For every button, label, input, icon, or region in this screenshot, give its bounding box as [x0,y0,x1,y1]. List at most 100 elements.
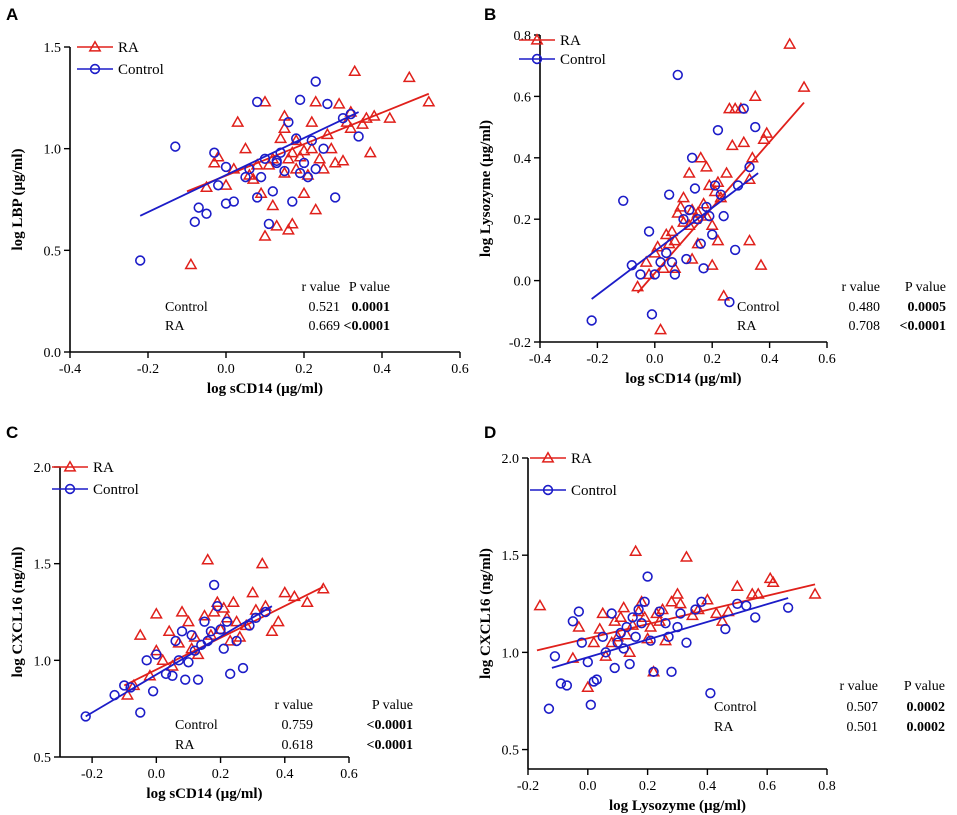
stats-header-p: P value [372,698,413,713]
series-ra [184,64,436,270]
ra-point [682,218,696,230]
ra-point [271,614,285,627]
control-point [193,202,204,213]
ra-point [246,585,260,598]
ra-point [671,206,685,218]
control-point [630,631,641,643]
control-point [615,627,626,639]
ra-point [682,166,696,178]
ra-point [231,115,245,127]
ra-point [711,233,725,246]
control-fit-line [85,605,273,718]
control-point [750,612,761,623]
series-control [80,579,273,722]
control-point [199,616,210,627]
control-point [306,135,317,146]
control-point [561,680,573,691]
legend-triangle-icon [541,451,555,463]
y-tick-label: 0.2 [514,213,532,228]
ra-point [230,614,244,627]
control-fit-line [551,597,789,669]
legend-triangle-icon [530,33,544,45]
control-point [147,686,159,697]
control-point [302,171,314,183]
panel-b: B-0.4 -0.2 0.0 0.2 0.4 0.6-0.20.00.20.40.60.8… [478,5,946,387]
ra-point [281,223,295,235]
control-point [555,678,567,689]
ra-point [671,587,684,599]
control-point [648,666,659,678]
ra-point [172,636,186,648]
ra-fit-line [536,583,816,652]
control-point [661,247,672,259]
ra-point [219,178,233,190]
control-point [663,189,675,200]
ra-point [581,680,595,693]
stats-group: Control [175,718,218,733]
control-point [750,121,761,133]
control-point [695,238,706,249]
control-point [646,309,658,320]
control-point [151,649,162,660]
panel-letter: B [484,5,496,24]
series-ra [533,544,822,693]
ra-point [165,659,179,671]
control-point [621,621,632,633]
ra-point [297,186,311,199]
control-point [686,152,698,164]
ra-point [617,600,631,613]
ra-point [270,219,284,231]
ra-point [808,587,822,599]
control-point [573,606,585,617]
ra-point [162,624,176,636]
series-ra [120,553,330,700]
ra-point [668,233,682,246]
control-point [310,76,321,87]
ra-point [278,121,291,133]
ra-point [191,647,205,660]
ra-point [149,607,163,619]
ra-point [207,156,221,168]
x-tick-label: -0.2 [517,779,539,794]
control-point [681,637,692,648]
stats-p-value: 0.0005 [908,300,947,315]
control-point [586,315,597,326]
control-point [692,214,704,225]
ra-point [659,227,673,240]
y-tick-label: -0.2 [509,336,531,351]
ra-point [336,154,350,166]
stats-table: r value P value Control 0.480 0.0005 RA 0.708 <… [737,280,946,334]
control-point [643,226,655,237]
panel-d: D -0.2 0.0 0.2 0.4 0.6 0.8 0.5 1.0 1.5 2.0 log Lyso… [478,423,945,814]
ra-point [344,121,358,133]
x-tick-label: -0.4 [59,362,81,377]
legend-circle-icon [542,484,554,496]
control-point [310,163,321,175]
x-tick-label: 0.0 [646,352,664,367]
ra-point [699,160,713,172]
ra-point [614,610,628,623]
panel-a: A -0.4 -0.2 0.0 0.2 0.4 0.6 0.0 0.5 1.0 1.5 log sCD… [6,5,469,397]
control-point [291,133,302,144]
control-point [738,103,749,114]
series-control [543,571,794,714]
control-point [639,596,650,608]
x-tick-label: -0.2 [586,352,608,367]
ra-point [797,80,811,92]
control-fit-line [591,172,759,300]
x-tick-label: 0.2 [703,352,721,367]
y-tick-label: 0.5 [34,751,52,766]
y-tick-label: 2.0 [34,461,52,476]
stats-r-value: 0.759 [282,718,314,733]
control-point [208,579,220,591]
ra-point [757,132,771,145]
control-point [696,596,707,608]
x-tick-label: -0.2 [137,362,159,377]
control-point [252,192,263,203]
stats-table: r value P value Control 0.521 0.0001 RA 0.669 <… [165,280,390,334]
ra-point [674,200,688,212]
legend: RA Control [519,33,606,68]
control-point [543,703,555,714]
stats-group: Control [737,300,780,315]
stats-r-value: 0.618 [282,738,314,753]
